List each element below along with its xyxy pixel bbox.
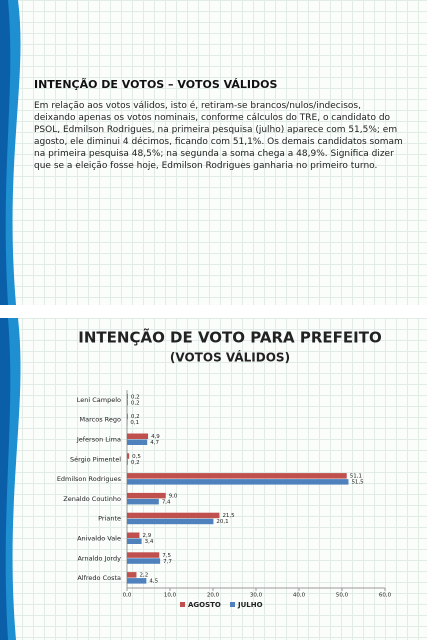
- value-label: 20,1: [216, 519, 228, 525]
- x-tick-label: 60,0: [379, 593, 392, 599]
- category-label: Jeferson Lima: [76, 436, 121, 444]
- bar: [127, 552, 160, 558]
- value-label: 51,5: [351, 480, 364, 486]
- legend-swatch: [230, 602, 235, 607]
- value-label: 2,9: [142, 533, 151, 539]
- bar: [127, 538, 142, 544]
- bar: [127, 492, 166, 499]
- decoration: [0, 318, 11, 640]
- chart-slide: INTENÇÃO DE VOTO PARA PREFEITO (VOTOS VÁ…: [0, 318, 427, 640]
- bar: [127, 393, 128, 400]
- value-label: 51,1: [350, 474, 362, 480]
- x-tick-label: 0,0: [123, 593, 132, 599]
- value-label: 0,2: [131, 394, 140, 400]
- bar: [127, 473, 347, 479]
- legend-label: JULHO: [237, 601, 263, 609]
- bar: [127, 459, 128, 465]
- category-label: Priante: [98, 515, 121, 523]
- category-label: Alfredo Costa: [77, 574, 121, 582]
- value-label: 0,2: [131, 460, 140, 466]
- bar: [127, 518, 214, 525]
- x-tick-label: 30,0: [250, 593, 263, 599]
- category-label: Zenaldo Coutinho: [63, 495, 121, 503]
- value-label: 21,5: [222, 513, 235, 519]
- bar: [127, 399, 128, 406]
- category-label: Edmilson Rodrigues: [57, 475, 122, 483]
- category-label: Sérgio Pimentel: [70, 455, 121, 463]
- x-tick-label: 20,0: [207, 593, 220, 599]
- category-label: Marcos Rego: [80, 416, 121, 424]
- bar: [127, 578, 147, 584]
- x-tick-label: 10,0: [164, 593, 177, 599]
- decoration: [0, 0, 21, 305]
- chart-subtitle: (VOTOS VÁLIDOS): [170, 350, 290, 365]
- bar: [127, 453, 130, 459]
- bar: [127, 532, 140, 538]
- value-label: 4,9: [151, 434, 160, 440]
- value-label: 7,5: [162, 553, 171, 559]
- bar: [127, 439, 148, 445]
- value-label: 0,2: [131, 414, 140, 420]
- value-label: 0,1: [130, 420, 139, 426]
- bar: [127, 498, 159, 505]
- value-label: 3,4: [145, 539, 154, 545]
- paragraph: Em relação aos votos válidos, isto é, re…: [34, 101, 403, 171]
- bar: [127, 572, 137, 578]
- value-label: 0,5: [132, 454, 141, 460]
- value-label: 0,2: [131, 400, 140, 406]
- bar: [127, 413, 128, 420]
- chart: INTENÇÃO DE VOTO PARA PREFEITO (VOTOS VÁ…: [0, 318, 392, 640]
- category-label: Anivaldo Vale: [77, 535, 121, 543]
- value-label: 9,0: [169, 493, 178, 499]
- category-label: Arnaldo Jordy: [77, 554, 121, 562]
- category-label: Leni Campelo: [77, 396, 121, 404]
- value-label: 7,7: [163, 559, 172, 565]
- chart-title: INTENÇÃO DE VOTO PARA PREFEITO: [78, 328, 381, 347]
- bar: [127, 558, 161, 564]
- bar: [127, 479, 349, 485]
- x-tick-label: 40,0: [293, 593, 306, 599]
- bar: [127, 433, 149, 439]
- heading: INTENÇÃO DE VOTOS – VOTOS VÁLIDOS: [34, 78, 278, 91]
- bar: [127, 512, 220, 519]
- legend-label: AGOSTO: [188, 601, 221, 609]
- value-label: 7,4: [162, 499, 171, 505]
- value-label: 4,7: [150, 440, 159, 446]
- text-slide: INTENÇÃO DE VOTOS – VOTOS VÁLIDOS Em rel…: [0, 0, 427, 305]
- x-tick-label: 50,0: [336, 593, 349, 599]
- value-label: 2,2: [139, 573, 148, 579]
- value-label: 4,5: [149, 579, 158, 585]
- legend-swatch: [180, 602, 185, 607]
